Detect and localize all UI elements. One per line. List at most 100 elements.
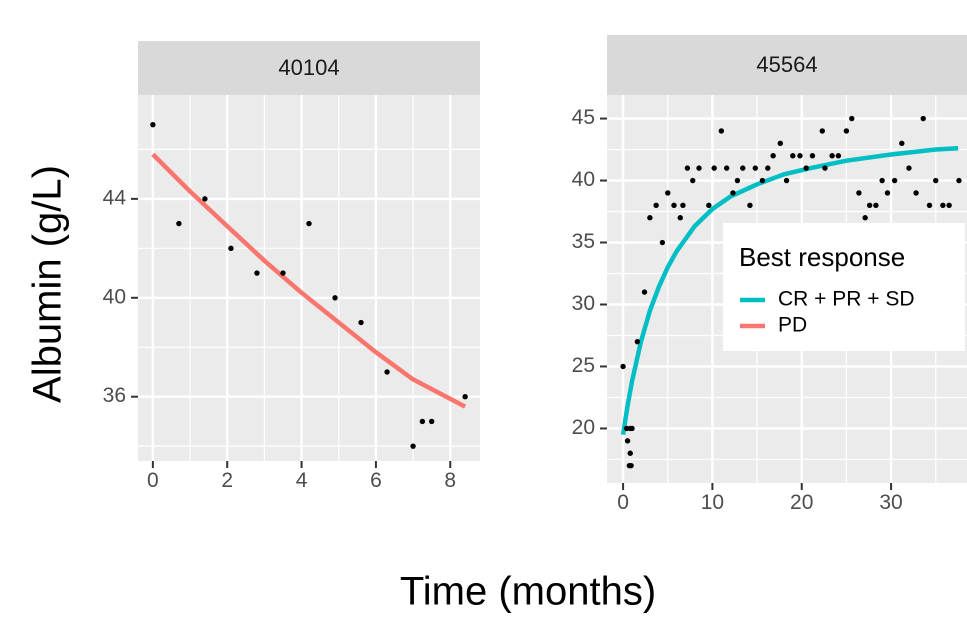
data-point: [835, 153, 842, 159]
data-point: [677, 215, 683, 221]
y-tick-label: 44: [103, 186, 127, 209]
data-point: [734, 177, 741, 184]
data-point: [624, 438, 631, 444]
data-point: [724, 165, 730, 171]
data-point: [777, 140, 784, 147]
data-point: [884, 190, 891, 196]
data-point: [956, 177, 962, 184]
strip-label: 40104: [278, 55, 339, 80]
data-point: [879, 177, 885, 184]
legend-label: PD: [778, 314, 807, 337]
x-tick-label: 6: [370, 469, 382, 492]
data-point: [706, 202, 712, 209]
data-point: [940, 202, 946, 209]
y-tick-label: 20: [572, 416, 595, 439]
data-point: [641, 289, 648, 295]
data-point: [906, 165, 912, 171]
legend-title: Best response: [739, 242, 905, 272]
data-point: [718, 128, 725, 134]
data-point: [627, 450, 633, 456]
data-point: [628, 462, 634, 469]
data-point: [690, 177, 696, 184]
data-point: [462, 394, 468, 400]
legend-background: [723, 223, 965, 351]
data-point: [856, 190, 862, 196]
data-point: [358, 319, 364, 326]
strip-background: [138, 41, 480, 95]
data-point: [933, 177, 939, 184]
data-point: [862, 215, 868, 221]
data-point: [819, 128, 825, 134]
data-point: [228, 245, 234, 252]
data-point: [913, 190, 919, 196]
y-tick-label: 40: [572, 168, 595, 191]
legend-entries: CR + PR + SD PD: [740, 288, 915, 337]
data-point: [202, 196, 208, 202]
data-point: [671, 202, 677, 209]
data-point: [843, 128, 850, 134]
strip-label: 45564: [756, 52, 817, 77]
data-point: [150, 121, 156, 128]
x-tick-label: 0: [147, 469, 159, 492]
data-point: [711, 165, 717, 171]
data-point: [384, 369, 390, 375]
x-tick-label: 8: [444, 469, 456, 492]
data-point: [653, 202, 659, 209]
panel-40104: 40104 0 2 4 6 8 36 40 44: [103, 41, 480, 492]
panel-background: [138, 95, 480, 461]
data-point: [659, 239, 666, 246]
data-point: [829, 153, 835, 159]
data-point: [783, 177, 790, 184]
data-point: [684, 165, 691, 171]
fit-line-pd: [151, 152, 467, 409]
y-tick-label: 40: [103, 285, 126, 308]
legend-label: CR + PR + SD: [778, 288, 915, 311]
data-point: [629, 425, 635, 432]
y-axis-title: Albumin (g/L): [26, 165, 70, 403]
y-tick-label: 45: [572, 106, 595, 129]
data-point: [920, 115, 926, 122]
data-point: [849, 115, 855, 122]
y-tick-label: 25: [572, 354, 595, 377]
data-point: [620, 363, 626, 370]
data-point: [730, 190, 736, 196]
y-tick-label: 30: [572, 292, 595, 315]
data-point: [790, 153, 796, 159]
data-point: [647, 215, 653, 221]
data-point: [410, 443, 416, 449]
data-point: [680, 202, 686, 209]
data-point: [176, 220, 182, 227]
data-point: [665, 190, 671, 196]
data-point: [822, 165, 828, 171]
data-point: [797, 153, 803, 159]
fit-line-cr-pr-sd: [620, 146, 959, 436]
data-point: [740, 165, 746, 171]
data-point: [280, 270, 286, 276]
data-point: [332, 295, 338, 301]
data-point: [254, 270, 260, 276]
x-axis-title: Time (months): [400, 570, 656, 614]
x-tick-label: 4: [296, 469, 308, 492]
strip-background: [607, 35, 967, 95]
legend: Best response CR + PR + SD PD: [723, 223, 965, 351]
data-point: [428, 418, 435, 425]
data-point: [946, 202, 952, 209]
data-point: [759, 177, 766, 184]
data-point: [809, 153, 816, 159]
data-point: [899, 140, 905, 147]
data-point: [765, 165, 771, 171]
data-point: [634, 338, 641, 345]
data-point: [306, 220, 312, 227]
x-tick-label: 2: [221, 469, 233, 492]
x-tick-label: 10: [701, 491, 724, 514]
data-point: [752, 165, 758, 171]
data-point: [419, 418, 426, 425]
data-point: [696, 165, 702, 171]
data-point: [803, 165, 809, 171]
data-point: [866, 202, 873, 209]
data-point: [770, 153, 776, 159]
x-tick-label: 20: [790, 491, 813, 514]
x-tick-label: 30: [879, 491, 902, 514]
x-tick-label: 0: [617, 491, 629, 514]
